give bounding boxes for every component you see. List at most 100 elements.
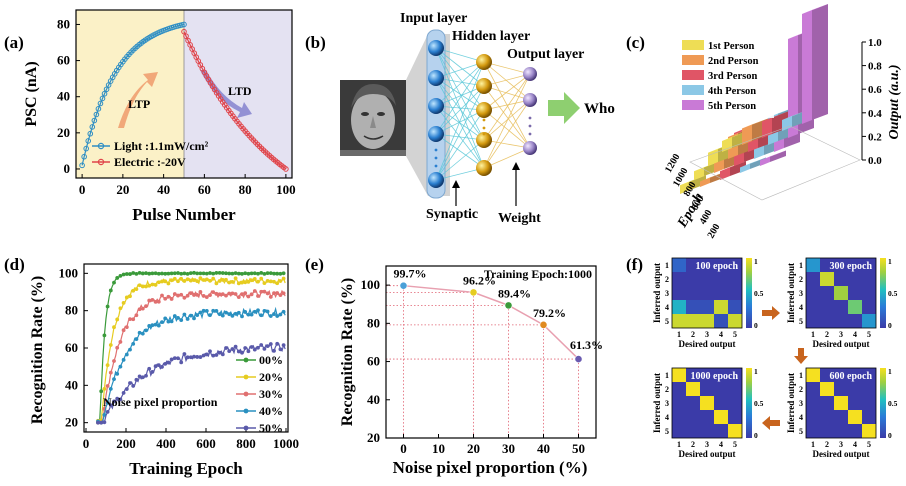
point-d-s1	[259, 270, 264, 275]
point-d-s5	[176, 356, 180, 361]
point-d-s3	[105, 384, 110, 388]
point-d-s1	[227, 271, 232, 276]
heatmap-cell	[686, 286, 700, 300]
point-d-s4	[195, 313, 200, 318]
ytick-label-d: 80	[65, 303, 78, 318]
heatmap-cell	[806, 424, 820, 438]
bar-c-top	[700, 171, 726, 182]
point-d-s5	[252, 347, 257, 352]
point-d-s2	[224, 277, 228, 282]
point-d-s4	[278, 312, 283, 317]
point-d-s1	[265, 271, 270, 276]
point-d-s3	[195, 292, 200, 297]
point-d-s5	[272, 348, 276, 353]
point-d-s3	[153, 299, 158, 304]
heatmap-xlabel: Desired output	[678, 449, 735, 459]
point-d-s2	[144, 284, 148, 289]
heatmap-cell	[834, 368, 848, 382]
point-d-s5	[108, 403, 113, 408]
heatmap-cell	[834, 258, 848, 272]
point-a-s1-7	[93, 111, 100, 118]
point-d-s2	[214, 281, 219, 286]
point-d-s3	[128, 317, 132, 322]
point-d-s2	[166, 281, 171, 286]
point-e-4	[539, 320, 548, 329]
heatmap-cell	[728, 424, 742, 438]
ytick-label-e: 40	[367, 392, 380, 407]
heatmap-cell	[672, 410, 686, 424]
point-a-s2-0	[181, 28, 187, 35]
legend-d-label-1: 00%	[259, 353, 283, 367]
point-d-s4	[163, 316, 168, 321]
point-a-s2-2	[185, 37, 191, 44]
input-neuron-3	[428, 98, 444, 114]
xtick-label-d: 200	[116, 436, 136, 451]
point-a-s1-1	[81, 153, 87, 160]
synapse-ih	[435, 61, 485, 79]
bar-c-front	[742, 124, 752, 145]
synaptic-label: Synaptic	[426, 207, 478, 222]
heatmap-xtick: 3	[705, 330, 709, 339]
heatmap-cell	[820, 382, 834, 396]
point-d-s1	[240, 271, 244, 276]
point-d-s3	[172, 292, 177, 296]
point-d-s2	[265, 278, 270, 283]
synapse-ih	[435, 133, 485, 169]
point-d-s4	[169, 319, 174, 324]
heatmap-cell	[834, 396, 848, 410]
output-layer-label: Output layer	[507, 47, 584, 62]
heatmap-cell	[820, 410, 834, 424]
heatmap-cell	[672, 396, 686, 410]
synapse-ho	[483, 99, 531, 169]
heatmap-cell	[700, 300, 714, 314]
point-d-s4	[259, 313, 264, 318]
point-e-1	[399, 281, 408, 290]
point-d-s5	[278, 347, 283, 352]
point-d-s2	[115, 317, 120, 322]
heatmap-frame	[805, 367, 877, 439]
synapse-ih	[435, 77, 485, 141]
heatmap-cell	[834, 410, 848, 424]
point-d-s1	[144, 271, 148, 276]
ztick-label-c: 0.6	[868, 84, 882, 96]
xtick-label-a: 40	[157, 182, 170, 197]
heatmap-cell	[848, 300, 862, 314]
heatmap-cell	[672, 272, 686, 286]
plot-frame-e	[385, 265, 597, 439]
point-d-s4	[150, 323, 155, 328]
point-d-s2	[112, 325, 116, 330]
heatmap-cell	[806, 382, 820, 396]
ylabel-a: PSC (nA)	[23, 61, 40, 126]
heatmap-cell	[862, 314, 876, 328]
panel-label-c: (c)	[626, 33, 645, 52]
point-d-s3	[204, 295, 209, 299]
synapse-ho	[483, 109, 531, 149]
ztick-label-c: 0.4	[868, 108, 882, 120]
bar-c-front	[700, 177, 710, 187]
point-d-s5	[195, 355, 200, 359]
heatmap-ytick: 5	[799, 427, 803, 436]
point-d-s3	[256, 294, 260, 298]
point-d-s2	[182, 279, 187, 283]
point-d-s2	[230, 279, 235, 284]
bar-c-top	[760, 150, 786, 161]
legend-d-marker-1	[243, 357, 249, 363]
colorbar-tick: 0.5	[754, 399, 764, 408]
heatmap-xtick: 3	[839, 440, 843, 449]
ltp-region	[76, 10, 184, 178]
point-d-s2	[179, 276, 184, 281]
point-d-s4	[198, 310, 203, 315]
point-d-s5	[259, 343, 264, 347]
heatmap-cell	[686, 368, 700, 382]
weight-label: Weight	[498, 211, 541, 226]
point-d-s2	[172, 276, 177, 281]
heatmap-cell	[820, 368, 834, 382]
legend-d-marker-3	[243, 391, 249, 397]
point-d-s2	[156, 280, 161, 285]
heatmap-ytick: 5	[665, 427, 669, 436]
point-d-s4	[211, 308, 216, 313]
plot-frame-a	[75, 9, 293, 179]
point-d-s4	[182, 312, 187, 317]
